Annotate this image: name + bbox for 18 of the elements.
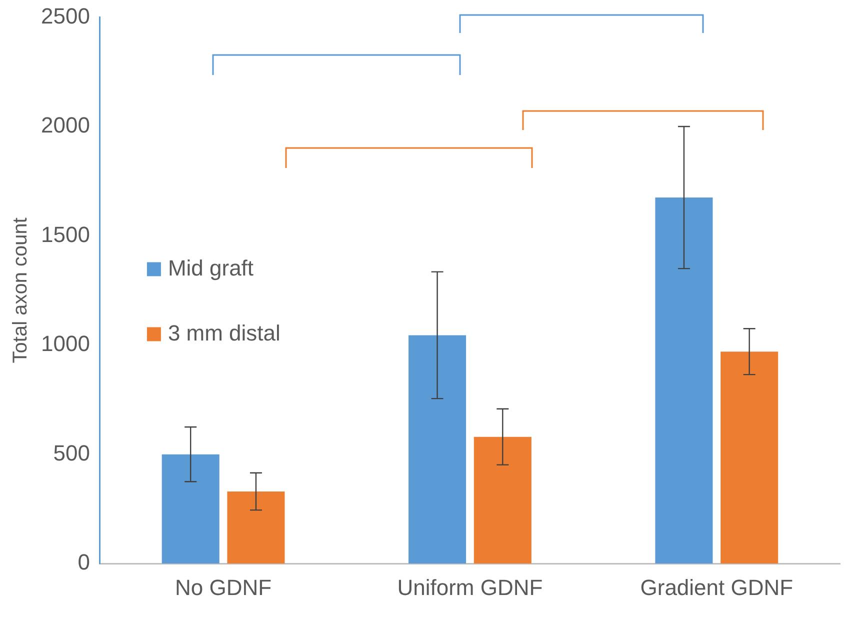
bar [720, 352, 778, 564]
y-axis-title: Total axon count [10, 217, 32, 364]
x-tick-label: Uniform GDNF [397, 574, 543, 600]
y-tick-label: 1500 [40, 222, 90, 247]
bar [227, 491, 285, 564]
bar [655, 198, 713, 564]
bar [162, 454, 220, 564]
x-tick-label: Gradient GDNF [640, 574, 794, 600]
y-tick-label: 500 [53, 440, 90, 466]
legend-label: 3 mm distal [168, 320, 280, 346]
y-tick-label: 2500 [40, 3, 90, 28]
x-tick-label: No GDNF [175, 574, 272, 600]
legend-label: Mid graft [168, 255, 254, 280]
y-tick-label: 2000 [40, 112, 90, 138]
bar [408, 335, 466, 564]
y-tick-label: 1000 [40, 331, 90, 356]
bar [474, 436, 532, 564]
y-tick-label: 0 [78, 550, 90, 575]
